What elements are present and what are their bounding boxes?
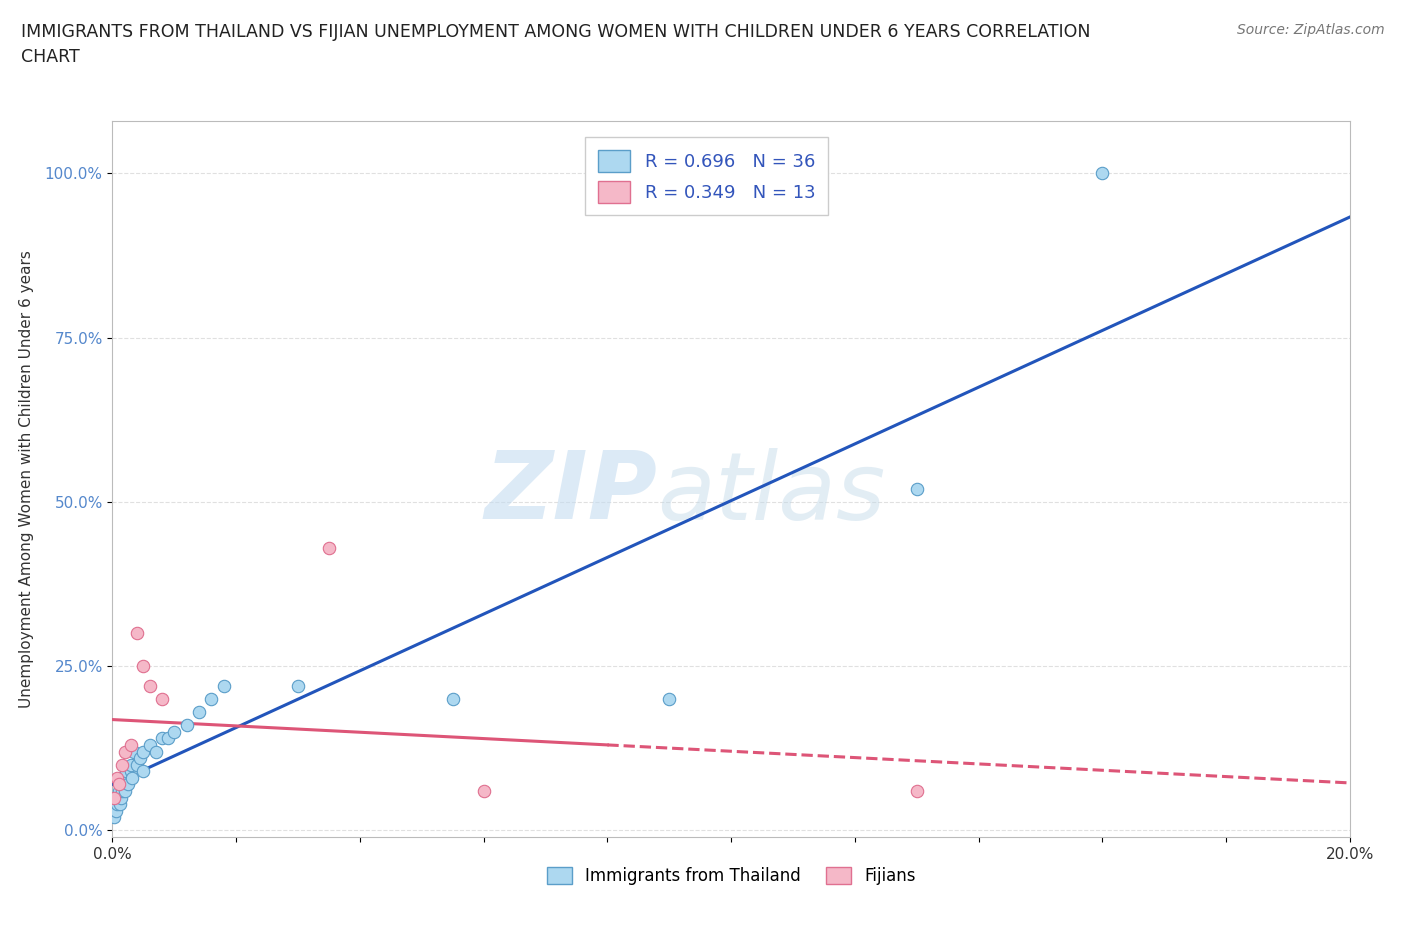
Point bbox=[110, 790, 132, 805]
Point bbox=[107, 790, 129, 805]
Y-axis label: Unemployment Among Women with Children Under 6 years: Unemployment Among Women with Children U… bbox=[18, 250, 34, 708]
Point bbox=[127, 626, 149, 641]
Point bbox=[107, 770, 129, 785]
Point bbox=[111, 770, 134, 785]
Point bbox=[905, 784, 928, 799]
Point bbox=[111, 784, 134, 799]
Point bbox=[121, 770, 143, 785]
Point bbox=[107, 784, 129, 799]
Text: Source: ZipAtlas.com: Source: ZipAtlas.com bbox=[1237, 23, 1385, 37]
Point bbox=[905, 482, 928, 497]
Point bbox=[176, 718, 198, 733]
Point bbox=[287, 679, 309, 694]
Text: ZIP: ZIP bbox=[484, 447, 657, 539]
Point bbox=[163, 724, 186, 739]
Point bbox=[104, 804, 127, 818]
Point bbox=[132, 744, 155, 759]
Point bbox=[122, 744, 145, 759]
Point bbox=[120, 737, 142, 752]
Point bbox=[103, 810, 125, 825]
Point bbox=[138, 679, 160, 694]
Point bbox=[150, 692, 173, 707]
Point bbox=[129, 751, 152, 765]
Point bbox=[105, 797, 128, 812]
Point bbox=[115, 764, 138, 778]
Point bbox=[132, 764, 155, 778]
Point bbox=[1091, 166, 1114, 181]
Point bbox=[472, 784, 495, 799]
Point bbox=[138, 737, 160, 752]
Point bbox=[441, 692, 464, 707]
Point bbox=[132, 658, 155, 673]
Point bbox=[127, 757, 149, 772]
Point bbox=[103, 790, 125, 805]
Point bbox=[120, 757, 142, 772]
Point bbox=[318, 540, 340, 555]
Point bbox=[212, 679, 235, 694]
Point bbox=[145, 744, 167, 759]
Point bbox=[114, 784, 136, 799]
Text: IMMIGRANTS FROM THAILAND VS FIJIAN UNEMPLOYMENT AMONG WOMEN WITH CHILDREN UNDER : IMMIGRANTS FROM THAILAND VS FIJIAN UNEMP… bbox=[21, 23, 1091, 66]
Text: atlas: atlas bbox=[657, 447, 886, 538]
Point bbox=[114, 744, 136, 759]
Point bbox=[120, 764, 142, 778]
Legend: Immigrants from Thailand, Fijians: Immigrants from Thailand, Fijians bbox=[538, 858, 924, 893]
Point bbox=[658, 692, 681, 707]
Point bbox=[200, 692, 222, 707]
Point bbox=[114, 770, 136, 785]
Point bbox=[111, 777, 134, 791]
Point bbox=[150, 731, 173, 746]
Point bbox=[108, 797, 131, 812]
Point bbox=[117, 777, 139, 791]
Point bbox=[111, 757, 134, 772]
Point bbox=[188, 705, 211, 720]
Point bbox=[107, 777, 129, 791]
Point bbox=[157, 731, 180, 746]
